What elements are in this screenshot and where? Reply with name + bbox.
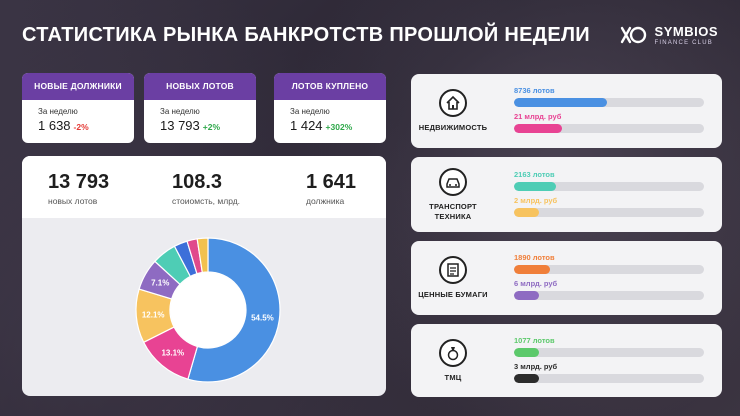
bar-label: 6 млрд. руб — [514, 279, 558, 288]
brand-logo: SYMBIOS FINANCE CLUB — [619, 24, 718, 46]
kpi-value: 1 424 — [290, 118, 323, 133]
bar-fill — [514, 291, 539, 300]
donut-slice-label: 12.1% — [142, 311, 165, 320]
category-card-real-estate: НЕДВИЖИМОСТЬ 8736 лотов 21 млрд. руб — [411, 74, 722, 148]
logo-subtitle: FINANCE CLUB — [654, 39, 713, 46]
stat-debtors: 1 641 должника — [306, 171, 356, 206]
kpi-period: За неделю — [160, 107, 200, 116]
bar-track — [514, 182, 704, 191]
ring-icon — [439, 338, 467, 367]
logo-name: SYMBIOS — [654, 23, 718, 39]
kpi-value: 13 793 — [160, 118, 200, 133]
car-icon — [439, 168, 467, 197]
bar-track — [514, 124, 704, 133]
bar-track — [514, 98, 704, 107]
bar-lots: 8736 лотов — [514, 86, 704, 107]
bar-fill — [514, 98, 608, 107]
bar-label: 8736 лотов — [514, 86, 555, 95]
bar-lots: 1077 лотов — [514, 336, 704, 357]
kpi-card-debtors: НОВЫЕ ДОЛЖНИКИ За неделю 1 638 -2% — [22, 73, 134, 143]
stat-value: 13 793 — [48, 171, 110, 193]
kpi-card-lots-bought: ЛОТОВ КУПЛЕНО За неделю 1 424 +302% — [274, 73, 386, 143]
bar-value: 21 млрд. руб — [514, 112, 704, 133]
donut-slice-label: 54.5% — [251, 314, 274, 323]
kpi-change: -2% — [73, 122, 89, 132]
stat-cost: 108.3 стоиомсть, млрд. — [172, 171, 240, 206]
bar-fill — [514, 124, 562, 133]
stat-value: 1 641 — [306, 171, 357, 193]
kpi-period: За неделю — [290, 107, 330, 116]
stat-label: должника — [306, 196, 345, 206]
bar-lots: 1890 лотов — [514, 253, 704, 274]
bar-label: 2163 лотов — [514, 170, 555, 179]
bar-track — [514, 291, 704, 300]
category-label: ЦЕННЫЕ БУМАГИ — [418, 290, 488, 300]
summary-panel: 13 793 новых лотов 108.3 стоиомсть, млрд… — [22, 156, 386, 396]
logo-mark-icon — [620, 26, 646, 44]
summary-stats: 13 793 новых лотов 108.3 стоиомсть, млрд… — [22, 156, 386, 218]
kpi-period: За неделю — [38, 107, 78, 116]
bar-label: 21 млрд. руб — [514, 112, 562, 121]
donut-chart: 54.5% 13.1% 12.1% 7.1% — [135, 237, 281, 383]
stat-new-lots: 13 793 новых лотов — [48, 171, 109, 206]
category-card-securities: ЦЕННЫЕ БУМАГИ 1890 лотов 6 млрд. руб — [411, 241, 722, 315]
donut-slice-label: 13.1% — [161, 348, 184, 357]
bar-fill — [514, 265, 551, 274]
category-label: ТРАНСПОРТ ТЕХНИКА — [429, 202, 477, 221]
bar-label: 1890 лотов — [514, 253, 555, 262]
bar-label: 3 млрд. руб — [514, 362, 558, 371]
document-icon — [439, 256, 467, 285]
bar-label: 2 млрд. руб — [514, 196, 558, 205]
stat-label: новых лотов — [48, 196, 98, 206]
kpi-change: +2% — [202, 122, 221, 132]
bar-fill — [514, 208, 539, 217]
stat-label: стоиомсть, млрд. — [172, 196, 241, 206]
bar-value: 6 млрд. руб — [514, 279, 704, 300]
donut-slice — [187, 237, 281, 383]
page-title: СТАТИСТИКА РЫНКА БАНКРОТСТВ ПРОШЛОЙ НЕДЕ… — [22, 24, 590, 46]
category-card-goods: ТМЦ 1077 лотов 3 млрд. руб — [411, 324, 722, 397]
kpi-title: НОВЫХ ЛОТОВ — [144, 73, 256, 100]
bar-label: 1077 лотов — [514, 336, 555, 345]
kpi-value: 1 638 — [38, 118, 71, 133]
bar-track — [514, 265, 704, 274]
bar-fill — [514, 374, 539, 383]
kpi-title: ЛОТОВ КУПЛЕНО — [274, 73, 386, 100]
bar-track — [514, 374, 704, 383]
bar-fill — [514, 182, 556, 191]
category-card-transport: ТРАНСПОРТ ТЕХНИКА 2163 лотов 2 млрд. руб — [411, 157, 722, 232]
kpi-title: НОВЫЕ ДОЛЖНИКИ — [22, 73, 134, 100]
category-label: НЕДВИЖИМОСТЬ — [418, 123, 488, 133]
donut-hole — [170, 272, 246, 348]
bar-fill — [514, 348, 539, 357]
category-label: ТМЦ — [444, 372, 462, 382]
stat-value: 108.3 — [172, 171, 223, 193]
kpi-card-new-lots: НОВЫХ ЛОТОВ За неделю 13 793 +2% — [144, 73, 256, 143]
bar-value: 2 млрд. руб — [514, 196, 704, 217]
bar-value: 3 млрд. руб — [514, 362, 704, 383]
donut-slice-label: 7.1% — [151, 279, 169, 288]
bar-track — [514, 348, 704, 357]
bar-track — [514, 208, 704, 217]
kpi-change: +302% — [325, 122, 353, 132]
house-icon — [439, 89, 467, 118]
bar-lots: 2163 лотов — [514, 170, 704, 191]
donut-slice — [196, 237, 209, 274]
